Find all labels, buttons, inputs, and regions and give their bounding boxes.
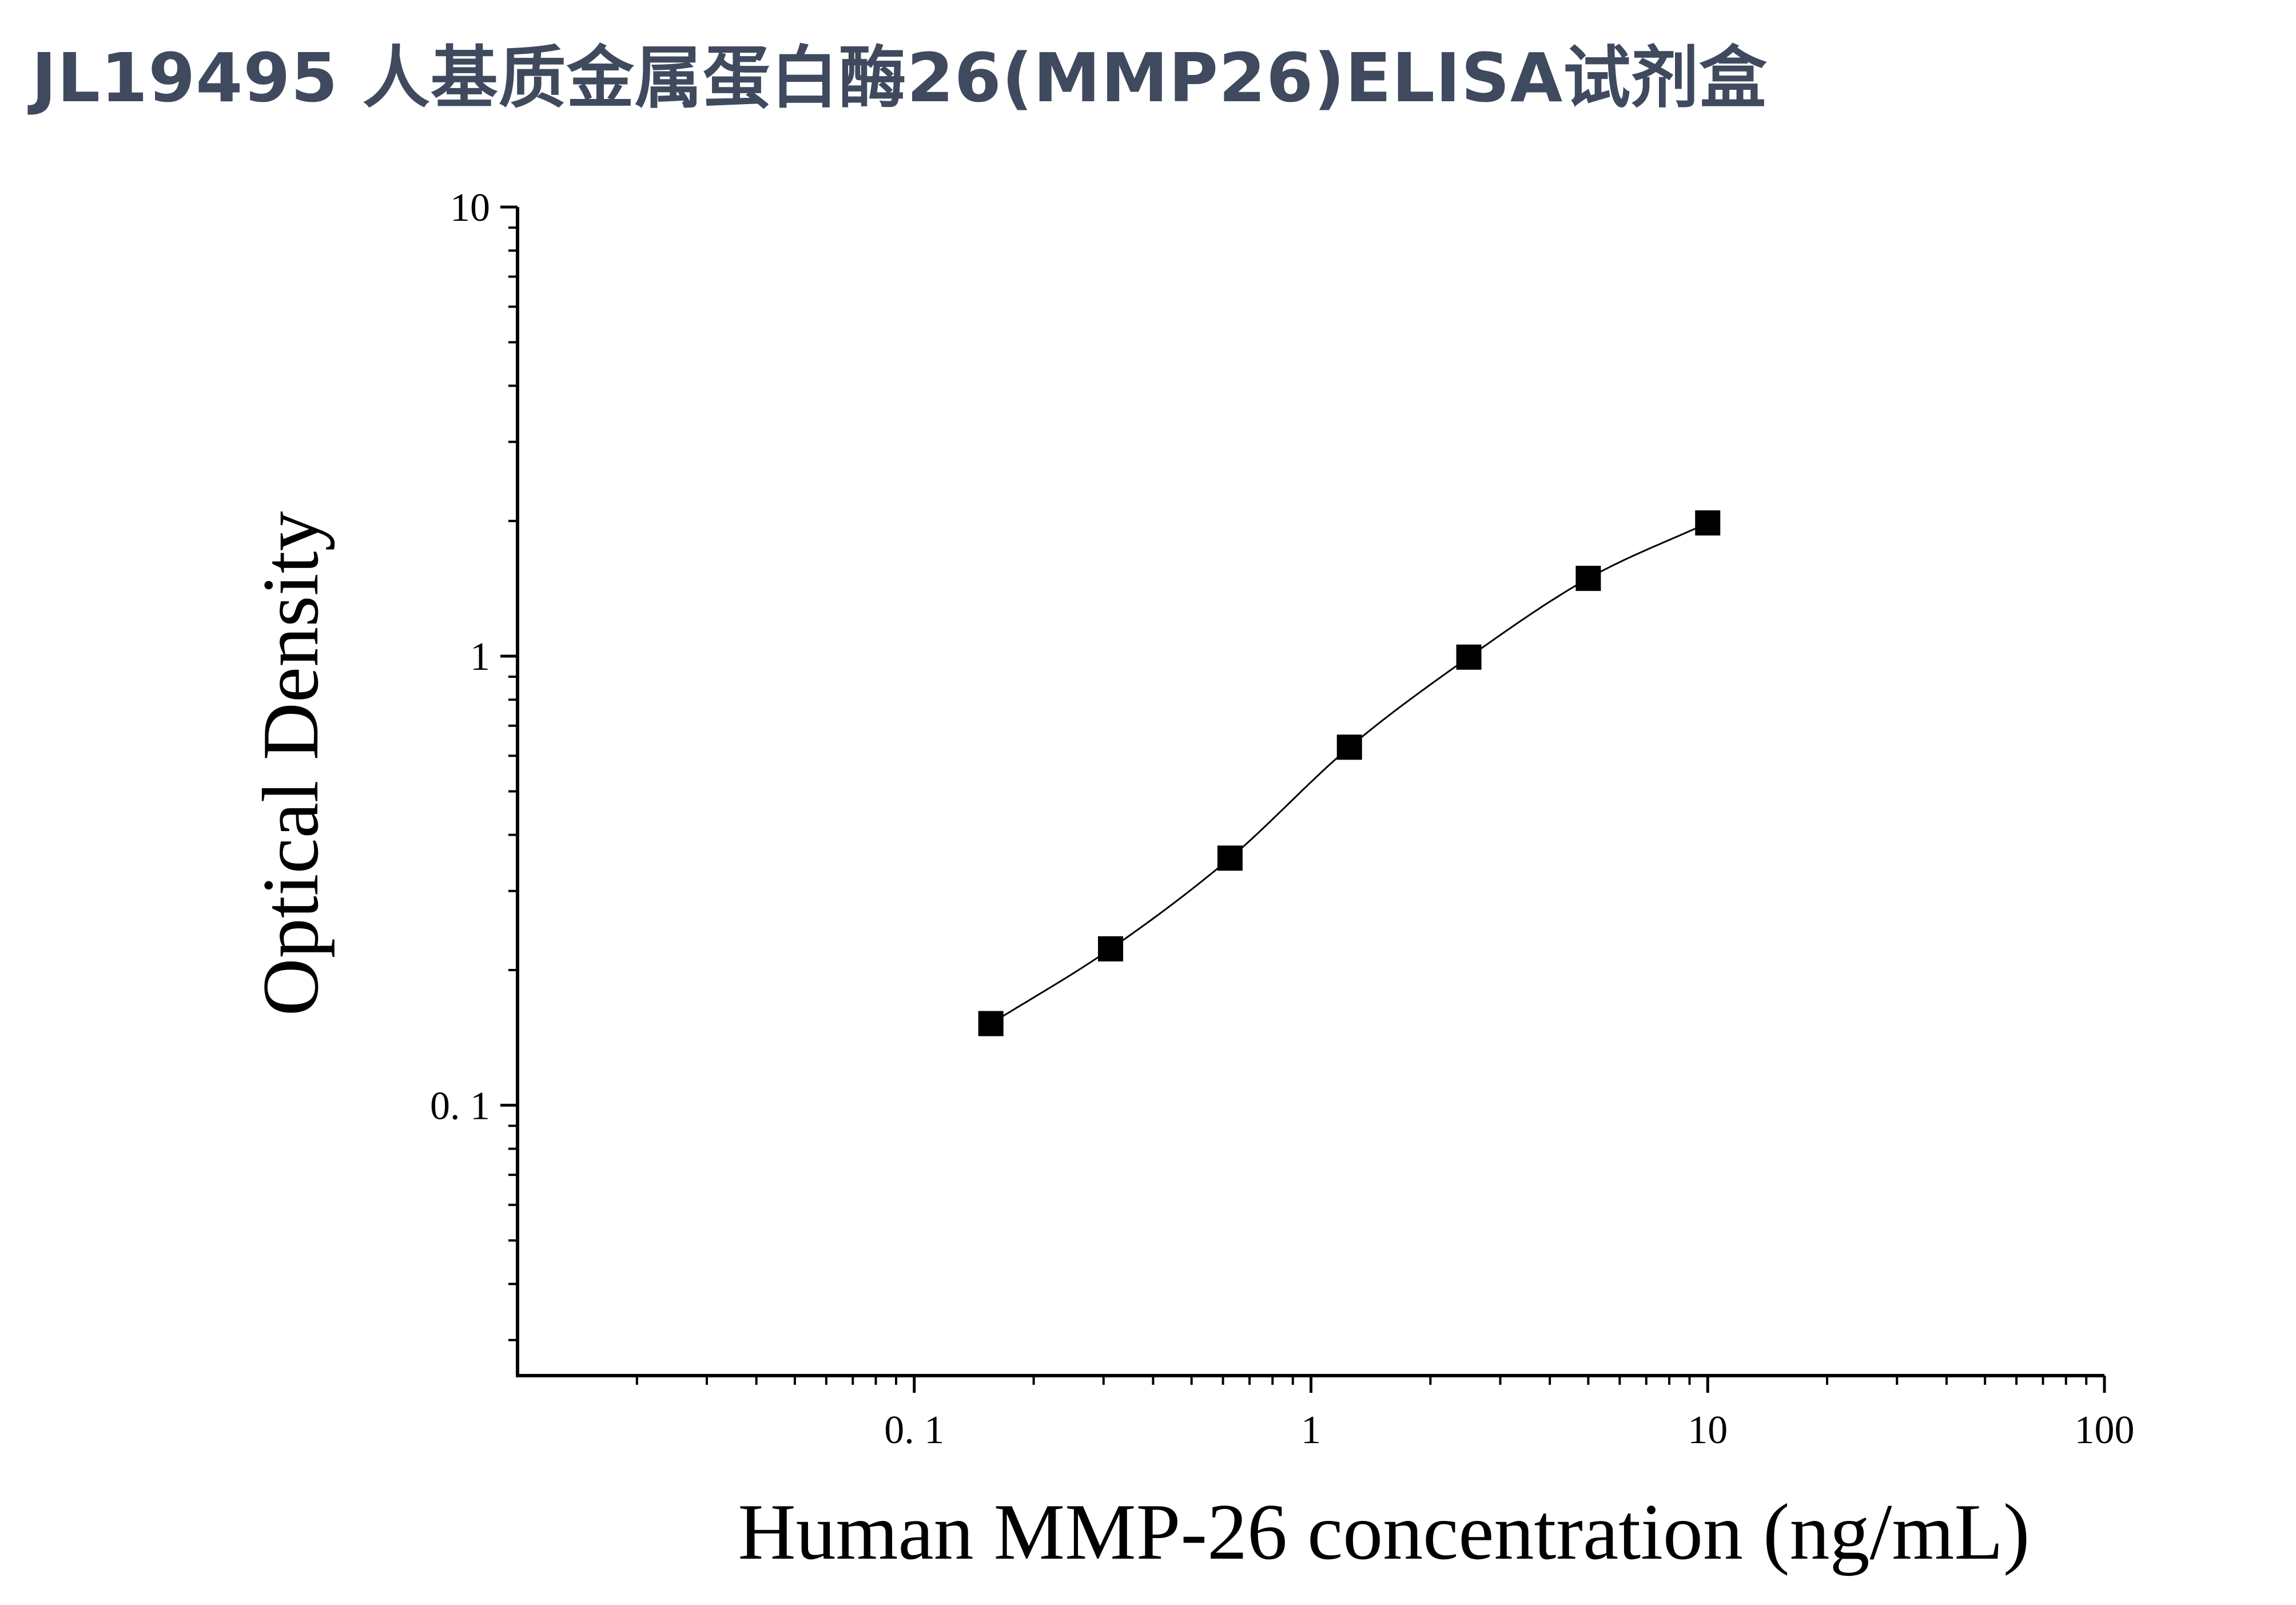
x-tick-label: 10 (1688, 1408, 1728, 1452)
x-tick-label: 100 (2075, 1408, 2135, 1452)
chart-axes (516, 207, 2104, 1377)
data-point (1575, 566, 1601, 591)
y-tick-label: 1 (470, 635, 490, 679)
x-tick-label: 0. 1 (884, 1408, 944, 1452)
chart-ticks (500, 205, 2106, 1393)
y-tick-label: 0. 1 (430, 1084, 490, 1128)
data-points (978, 510, 1721, 1036)
y-axis-title: Optical Density (246, 511, 335, 1016)
data-point (1098, 936, 1124, 962)
x-axis-title: Human MMP-26 concentration (ng/mL) (738, 1488, 2030, 1576)
page-title: JL19495 人基质金属蛋白酶26(MMP26)ELISA试剂盒 (31, 38, 1768, 117)
data-point (1456, 644, 1482, 670)
x-tick-label: 1 (1301, 1408, 1321, 1452)
data-point (1695, 510, 1721, 536)
chart-tick-labels: 0. 1 1 10 100 0. 1 1 10 (430, 186, 2135, 1452)
data-point (1217, 845, 1243, 871)
y-tick-label: 10 (450, 186, 490, 230)
data-point (1336, 734, 1362, 760)
data-point (978, 1011, 1004, 1036)
